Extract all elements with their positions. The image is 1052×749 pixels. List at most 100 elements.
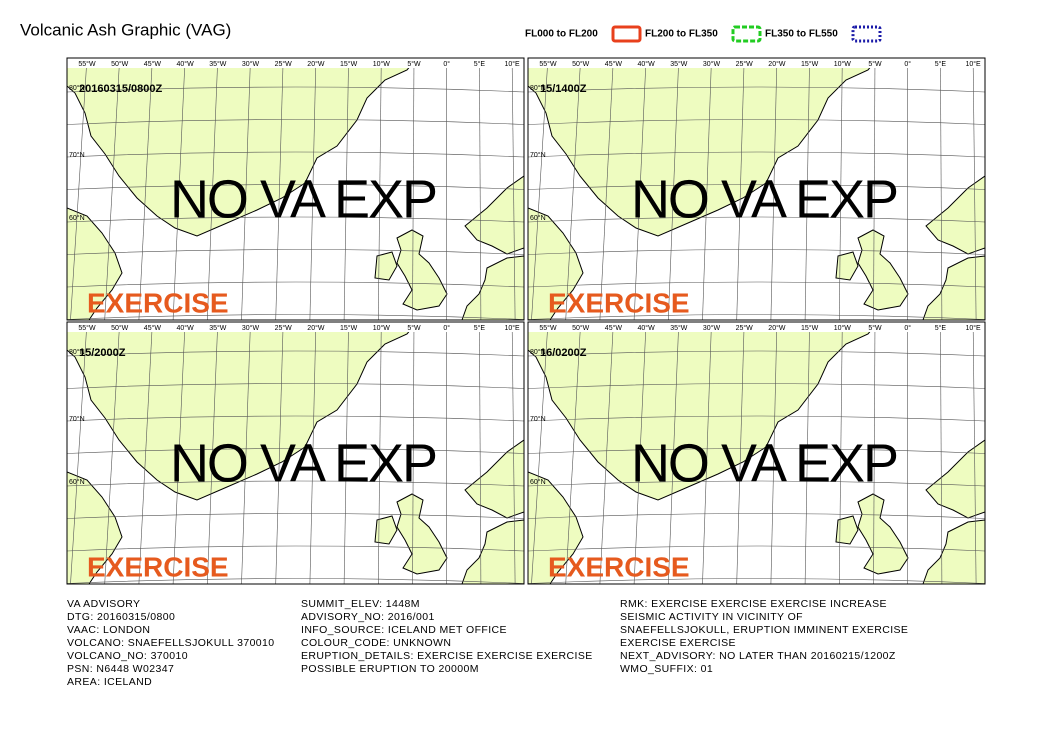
meridian — [702, 322, 712, 584]
parallel — [528, 578, 985, 584]
panel-time: 15/2000Z — [79, 347, 126, 359]
land — [922, 519, 985, 584]
parallel — [528, 314, 985, 320]
legend-swatch — [851, 25, 882, 43]
panel-time: 15/1400Z — [540, 83, 587, 95]
latitude-label: 60°N — [69, 478, 85, 486]
meridian — [565, 58, 581, 320]
parallel — [67, 383, 524, 389]
panel-border — [527, 57, 986, 321]
meridian — [309, 322, 317, 584]
parallel — [528, 216, 985, 223]
longitude-label: 10°E — [504, 60, 520, 68]
legend-label: FL350 to FL550 — [765, 29, 838, 40]
longitude-label: 55°W — [78, 60, 96, 68]
longitude-label: 30°W — [703, 324, 721, 332]
panel-border — [66, 57, 525, 321]
label-strip — [528, 322, 985, 332]
longitude-label: 30°W — [242, 60, 260, 68]
parallel — [67, 119, 524, 125]
longitude-label: 45°W — [605, 324, 623, 332]
longitude-label: 25°W — [736, 60, 754, 68]
latitude-label: 80°N — [69, 348, 85, 356]
status-text: NO VA EXP — [631, 169, 897, 229]
meridian — [702, 58, 712, 320]
land — [925, 175, 985, 255]
label-strip — [67, 58, 524, 68]
advisory-line: EXERCISE EXERCISE — [620, 637, 736, 649]
meridian — [839, 322, 843, 584]
parallel — [528, 86, 985, 93]
latitude-label: 80°N — [530, 348, 546, 356]
advisory-line: VAAC: LONDON — [67, 624, 150, 636]
longitude-label: 10°W — [373, 60, 391, 68]
parallel — [528, 281, 985, 288]
longitude-label: 10°W — [834, 60, 852, 68]
longitude-label: 5°E — [474, 60, 486, 68]
longitude-label: 35°W — [670, 324, 688, 332]
parallel — [67, 249, 524, 255]
meridian — [104, 58, 120, 320]
status-text: NO VA EXP — [170, 169, 436, 229]
land — [835, 515, 859, 545]
advisory-line: WMO_SUFFIX: 01 — [620, 663, 713, 675]
meridian — [770, 58, 778, 320]
advisory-line: POSSIBLE ERUPTION TO 20000M — [301, 663, 479, 675]
map-panel: 55°W 50°W 45°W 40°W 35°W 30°W 25°W 20°W 15°W 10°W… — [527, 57, 986, 321]
meridian — [138, 58, 153, 320]
meridian — [104, 322, 120, 584]
meridian — [207, 322, 219, 584]
longitude-label: 0° — [443, 324, 450, 332]
land — [396, 229, 448, 311]
longitude-label: 0° — [443, 60, 450, 68]
longitude-label: 15°W — [340, 60, 358, 68]
longitude-label: 45°W — [605, 60, 623, 68]
advisory-line: RMK: EXERCISE EXERCISE EXERCISE INCREASE — [620, 598, 887, 610]
longitude-label: 10°W — [834, 324, 852, 332]
status-text: NO VA EXP — [631, 433, 897, 493]
longitude-label: 55°W — [539, 324, 557, 332]
advisory-line: VOLCANO_NO: 370010 — [67, 650, 188, 662]
parallel — [67, 216, 524, 223]
longitude-label: 40°W — [176, 324, 194, 332]
meridian — [940, 322, 943, 584]
land — [461, 519, 524, 584]
meridian — [172, 322, 186, 584]
meridian — [633, 58, 647, 320]
longitude-label: 55°W — [539, 60, 557, 68]
label-strip — [67, 322, 524, 332]
legend-swatch — [731, 25, 762, 43]
parallel — [528, 119, 985, 125]
land — [461, 255, 524, 320]
land — [528, 471, 584, 584]
parallel — [67, 281, 524, 288]
meridian — [668, 322, 680, 584]
exercise-watermark: EXERCISE — [87, 287, 229, 318]
longitude-label: 10°E — [504, 324, 520, 332]
longitude-label: 50°W — [111, 324, 129, 332]
panel-border — [527, 321, 986, 585]
longitude-label: 20°W — [768, 324, 786, 332]
longitude-label: 5°W — [868, 324, 882, 332]
parallel — [528, 350, 985, 357]
label-strip — [528, 58, 985, 68]
meridian — [668, 58, 680, 320]
meridian — [599, 58, 614, 320]
longitude-label: 20°W — [307, 60, 325, 68]
parallel — [67, 350, 524, 357]
longitude-label: 50°W — [572, 60, 590, 68]
parallel — [528, 151, 985, 158]
status-text: NO VA EXP — [170, 433, 436, 493]
map-content: 55°W 50°W 45°W 40°W 35°W 30°W 25°W 20°W 15°W 10°W… — [67, 322, 524, 584]
page-title: Volcanic Ash Graphic (VAG) — [20, 20, 231, 39]
land — [67, 207, 123, 320]
parallel — [67, 448, 524, 454]
longitude-label: 10°E — [965, 324, 981, 332]
legend-swatch — [611, 25, 642, 43]
land — [374, 251, 398, 281]
advisory-line: ADVISORY_NO: 2016/001 — [301, 611, 435, 623]
advisory-line: VOLCANO: SNAEFELLSJOKULL 370010 — [67, 637, 275, 649]
advisory-line: SEISMIC ACTIVITY IN VICINITY OF — [620, 611, 803, 623]
land — [67, 322, 418, 501]
